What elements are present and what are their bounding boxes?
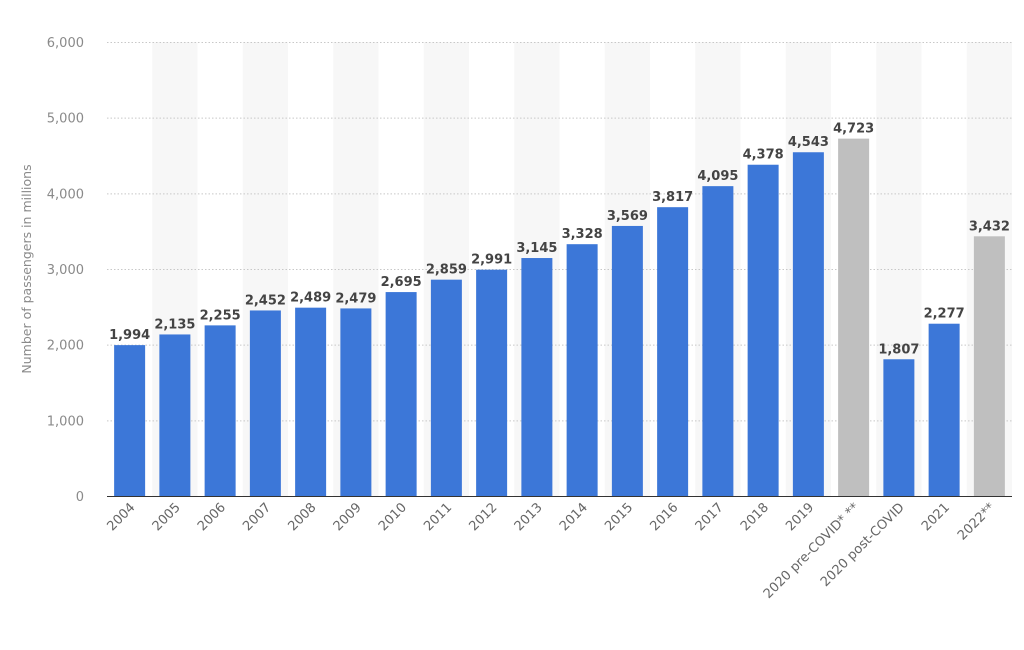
y-tick-label: 6,000	[47, 36, 84, 51]
x-tick-label: 2007	[240, 500, 274, 534]
data-label: 3,817	[652, 190, 693, 205]
data-label: 3,145	[516, 241, 557, 256]
data-label: 3,569	[607, 209, 648, 224]
x-tick-label: 2005	[150, 500, 184, 534]
bar	[702, 186, 734, 496]
x-tick-label: 2004	[104, 500, 138, 534]
data-label: 2,695	[381, 275, 422, 290]
bar	[883, 359, 915, 496]
y-tick-label: 0	[76, 490, 84, 505]
x-tick-label: 2015	[602, 500, 636, 534]
data-label: 2,991	[471, 253, 512, 268]
x-tick-label: 2021	[919, 500, 953, 534]
bar	[159, 334, 191, 496]
y-tick-label: 2,000	[47, 339, 84, 354]
bar	[792, 152, 824, 496]
bar	[657, 207, 689, 496]
bar	[476, 269, 508, 496]
data-label: 3,328	[562, 227, 603, 242]
x-tick-label: 2010	[376, 500, 410, 534]
data-label: 2,277	[924, 307, 965, 322]
data-label: 4,543	[788, 135, 829, 150]
x-tick-label: 2006	[195, 500, 229, 534]
data-label: 3,432	[969, 219, 1010, 234]
y-tick-label: 3,000	[47, 263, 84, 278]
x-tick-label: 2018	[738, 500, 772, 534]
x-tick-label: 2011	[421, 500, 455, 534]
y-tick-label: 1,000	[47, 414, 84, 429]
x-tick-label: 2019	[783, 500, 817, 534]
bar	[611, 225, 643, 496]
bar	[838, 138, 870, 496]
bar	[340, 308, 372, 496]
x-tick-label: 2022**	[955, 500, 999, 544]
y-axis-title: Number of passengers in millions	[19, 164, 34, 373]
data-label: 4,378	[743, 148, 784, 163]
data-label: 2,255	[200, 308, 241, 323]
data-label: 2,479	[335, 291, 376, 306]
x-tick-label: 2008	[285, 500, 319, 534]
x-tick-label: 2009	[331, 500, 365, 534]
data-label: 4,095	[697, 169, 738, 184]
data-label: 1,807	[878, 342, 919, 357]
bar	[430, 279, 462, 496]
bar	[295, 307, 327, 496]
data-label: 2,452	[245, 293, 286, 308]
y-tick-label: 4,000	[47, 187, 84, 202]
data-label: 4,723	[833, 122, 874, 137]
x-tick-label: 2016	[647, 500, 681, 534]
bar	[928, 323, 960, 496]
bar	[114, 345, 146, 496]
data-label: 2,489	[290, 291, 331, 306]
bar	[973, 236, 1005, 496]
data-label: 1,994	[109, 328, 150, 343]
x-tick-label: 2020 post-COVID	[818, 500, 908, 590]
bar	[385, 292, 417, 496]
y-tick-label: 5,000	[47, 112, 84, 127]
bar	[249, 310, 281, 496]
bar	[566, 244, 598, 496]
x-tick-label: 2012	[466, 500, 500, 534]
x-tick-label: 2013	[512, 500, 546, 534]
data-label: 2,859	[426, 263, 467, 278]
bar	[204, 325, 236, 496]
x-tick-label: 2017	[693, 500, 727, 534]
bar	[521, 258, 553, 496]
data-label: 2,135	[154, 317, 195, 332]
x-tick-label: 2014	[557, 500, 591, 534]
bar	[747, 164, 779, 497]
